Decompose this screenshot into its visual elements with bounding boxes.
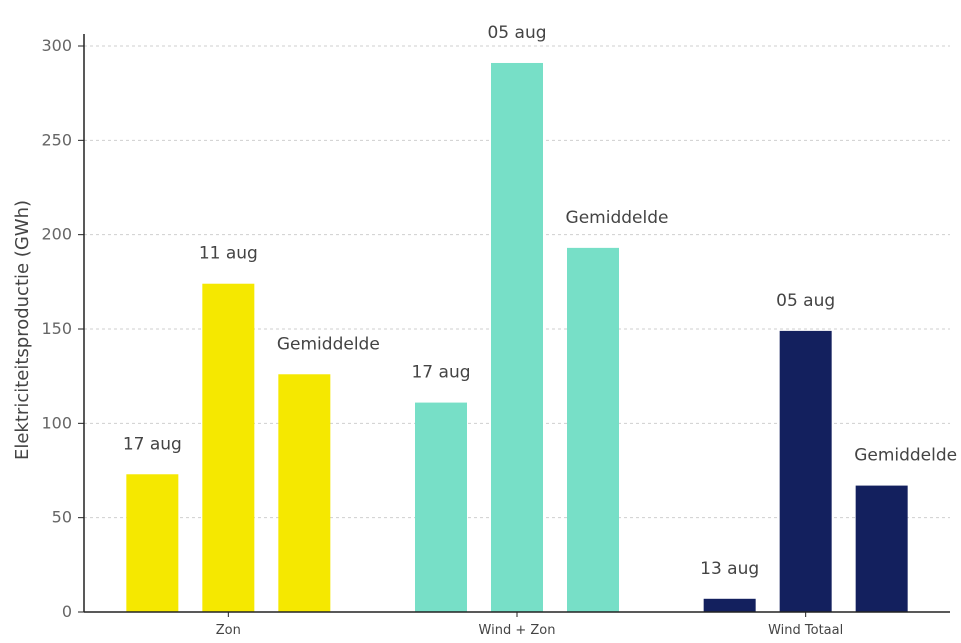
bar-annotation: 17 aug bbox=[123, 434, 182, 454]
x-tick-label: Wind + Zon bbox=[479, 623, 556, 638]
bar bbox=[202, 283, 255, 612]
y-axis-label: Elektriciteitsproductie (GWh) bbox=[12, 200, 33, 460]
bar-annotation: Gemiddelde bbox=[854, 446, 957, 466]
bar-annotation: 05 aug bbox=[776, 291, 835, 311]
x-tick-label: Wind Totaal bbox=[768, 623, 843, 638]
bar bbox=[278, 374, 331, 612]
bar bbox=[567, 247, 619, 612]
bar-annotation: Gemiddelde bbox=[277, 334, 380, 354]
y-tick-label: 300 bbox=[41, 36, 72, 55]
axis-layer: 0 50 100 150 200 250 300 Zon Wind + Zon Wind Tota… bbox=[41, 34, 950, 638]
bar-layer bbox=[126, 62, 908, 613]
x-tick-label: Zon bbox=[216, 623, 241, 638]
y-tick-label: 250 bbox=[41, 130, 72, 149]
bar-annotation: Gemiddelde bbox=[566, 208, 669, 228]
bar bbox=[779, 330, 832, 612]
bar bbox=[415, 402, 467, 612]
bar bbox=[126, 474, 179, 612]
bar bbox=[491, 62, 543, 613]
y-tick-label: 200 bbox=[41, 225, 72, 244]
bar bbox=[855, 485, 908, 612]
y-tick-label: 0 bbox=[62, 602, 72, 621]
bar-annotation: 13 aug bbox=[700, 559, 759, 579]
bar-annotation: 11 aug bbox=[199, 244, 258, 264]
bar-annotation: 17 aug bbox=[411, 363, 470, 383]
y-tick-label: 100 bbox=[41, 413, 72, 432]
bar bbox=[703, 598, 756, 612]
label-layer: 17 aug 11 aug Gemiddelde 17 aug 05 aug Gemidd… bbox=[123, 23, 957, 579]
y-tick-label: 150 bbox=[41, 319, 72, 338]
y-tick-label: 50 bbox=[52, 508, 72, 527]
bar-annotation: 05 aug bbox=[487, 23, 546, 43]
